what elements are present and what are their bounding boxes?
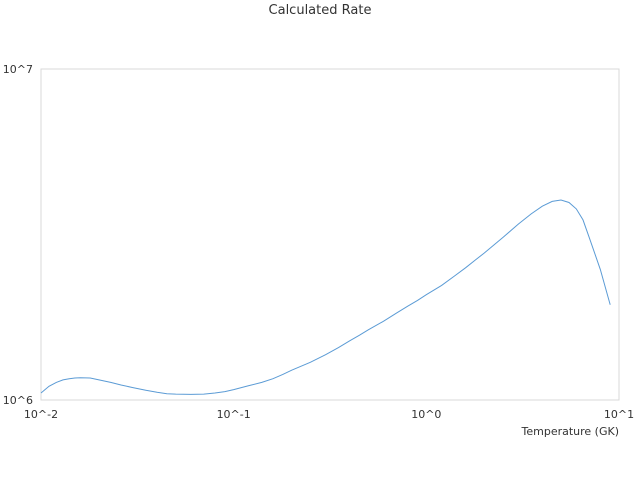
series-lines [40,199,611,395]
plot-area-border [40,68,620,401]
x-tick-label: 10^1 [604,408,634,421]
y-tick-label: 10^7 [3,63,33,76]
x-tick-label: 10^-1 [217,408,251,421]
series-line-0 [40,199,611,395]
x-axis-title: Temperature (GK) [521,425,620,438]
x-tick-label: 10^-2 [24,408,58,421]
chart-title: Calculated Rate [268,3,372,18]
x-tick-labels: 10^-2 10^-1 10^0 10^1 [24,408,634,421]
y-tick-label: 10^6 [3,394,33,407]
y-tick-labels: 10^6 10^7 [3,63,33,407]
x-tick-label: 10^0 [411,408,441,421]
